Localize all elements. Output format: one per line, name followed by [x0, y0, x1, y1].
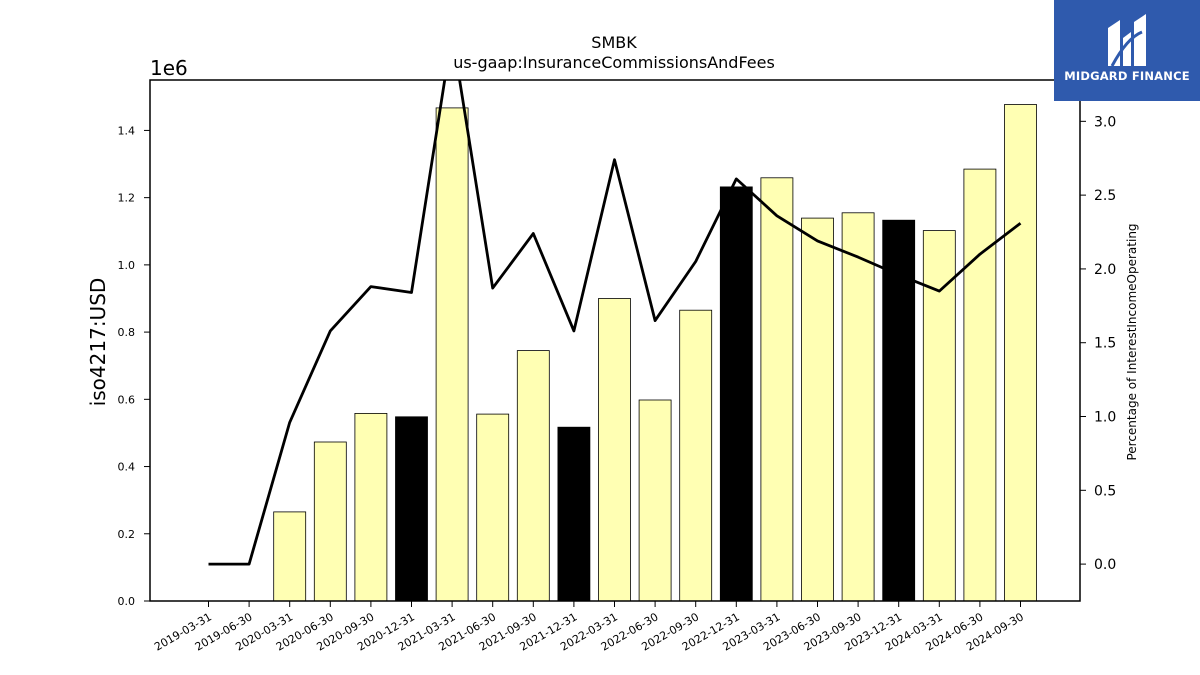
- bar: [882, 219, 916, 602]
- bar: [963, 168, 997, 602]
- bar: [638, 399, 672, 602]
- bar: [598, 298, 631, 602]
- y-tick-label: 0.0: [118, 595, 136, 608]
- bar-series: [273, 104, 1037, 602]
- bar: [273, 511, 307, 602]
- bar: [801, 217, 834, 602]
- bar: [395, 416, 428, 602]
- bar: [760, 177, 794, 602]
- y-tick-label: 0.8: [118, 326, 136, 339]
- bar: [1004, 104, 1037, 602]
- chart-title: SMBK: [591, 33, 637, 52]
- bar: [679, 309, 713, 602]
- y-tick-label: 0.4: [118, 461, 136, 474]
- y-axis-offset-label: 1e6: [150, 56, 188, 80]
- series-line: [208, 80, 1022, 566]
- bar: [719, 186, 753, 602]
- y-tick-label: 0.6: [118, 393, 136, 406]
- chart-subtitle: us-gaap:InsuranceCommissionsAndFees: [453, 53, 775, 72]
- bar: [313, 441, 347, 602]
- y-tick-label: 0.2: [118, 528, 136, 541]
- y2-tick-label: 2.5: [1094, 188, 1116, 204]
- bar: [841, 212, 875, 602]
- y-tick-label: 1.0: [118, 259, 136, 272]
- bar: [435, 107, 469, 602]
- bar: [557, 426, 591, 602]
- y2-tick-label: 0.0: [1094, 557, 1116, 573]
- y-tick-label: 1.2: [118, 192, 136, 205]
- bar: [516, 350, 550, 602]
- y2-tick-label: 3.0: [1094, 114, 1116, 130]
- y2-tick-label: 0.5: [1094, 483, 1116, 499]
- y2-tick-label: 1.0: [1094, 410, 1116, 426]
- line-series: [208, 80, 1022, 566]
- brand-name: MIDGARD FINANCE: [1064, 69, 1190, 83]
- y-axis-label: iso4217:USD: [86, 278, 110, 407]
- bar: [354, 412, 388, 602]
- y2-axis-label: Percentage of InterestIncomeOperating: [1125, 223, 1139, 460]
- bar: [476, 413, 510, 602]
- brand-logo: MIDGARD FINANCE: [1054, 0, 1200, 101]
- y2-tick-label: 2.0: [1094, 262, 1116, 278]
- y2-tick-label: 1.5: [1094, 336, 1116, 352]
- midgard-logo-icon: [1108, 14, 1146, 67]
- y-tick-label: 1.4: [118, 124, 136, 137]
